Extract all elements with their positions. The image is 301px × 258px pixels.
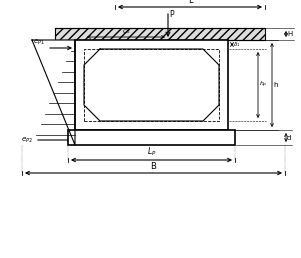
Text: $h_p$: $h_p$	[259, 80, 268, 90]
Bar	[68, 130, 235, 145]
Text: P: P	[169, 10, 174, 19]
Text: $h_0$: $h_0$	[169, 80, 178, 90]
Text: $\delta$: $\delta$	[148, 133, 154, 142]
Bar	[75, 40, 228, 130]
Bar	[84, 49, 219, 121]
Text: $e_{P1}$: $e_{P1}$	[33, 38, 45, 47]
Text: H: H	[287, 31, 292, 37]
Text: t: t	[222, 56, 225, 61]
Text: $w$: $w$	[170, 37, 176, 44]
Text: c: c	[78, 128, 81, 133]
Text: B: B	[150, 162, 157, 171]
Bar	[55, 28, 265, 40]
Text: c: c	[222, 128, 225, 133]
Text: $e_{P2}$: $e_{P2}$	[21, 135, 33, 144]
Polygon shape	[32, 40, 75, 145]
Text: $L_0$: $L_0$	[147, 95, 156, 105]
Text: d: d	[287, 134, 291, 141]
Text: L: L	[188, 0, 192, 5]
Text: $L_P$: $L_P$	[147, 146, 156, 158]
Text: t: t	[78, 56, 81, 61]
Text: $\delta_1$: $\delta_1$	[233, 40, 240, 49]
Text: h: h	[273, 82, 278, 88]
Text: $C_2$: $C_2$	[122, 27, 130, 36]
